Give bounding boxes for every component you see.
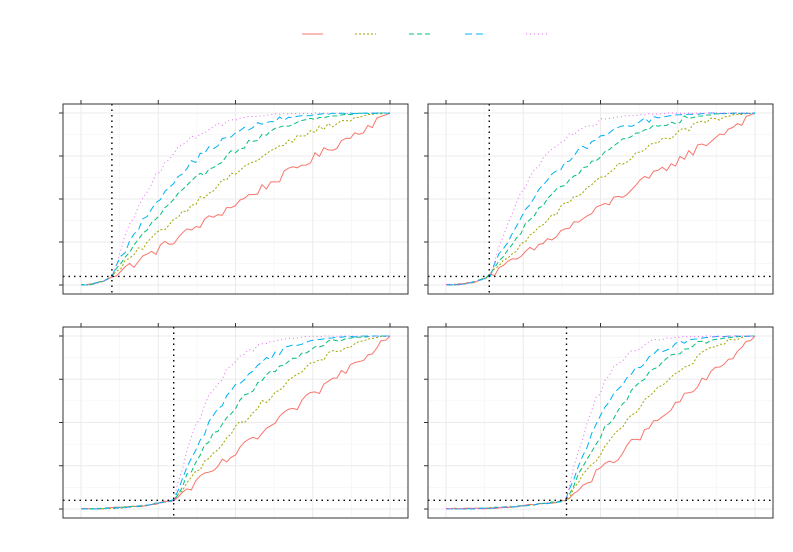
- series-line-3: [446, 112, 756, 286]
- series-line-2: [81, 112, 391, 286]
- series-line-3: [80, 112, 391, 286]
- panel-border: [427, 103, 774, 295]
- series-line-2: [446, 112, 756, 286]
- series-line-5: [80, 335, 391, 510]
- series-line-1: [445, 335, 756, 510]
- series-line-1: [80, 112, 391, 286]
- series-line-4: [80, 335, 390, 510]
- series-line-4: [80, 112, 391, 286]
- panel-bottom-left: [59, 323, 409, 519]
- series-line-4: [445, 112, 755, 286]
- panel-border: [62, 103, 409, 295]
- panel-bottom-right: [424, 323, 774, 519]
- series-line-2: [445, 335, 756, 510]
- panels: [59, 100, 774, 519]
- series-line-2: [81, 335, 391, 510]
- panel-border: [427, 326, 774, 519]
- series-line-3: [81, 335, 390, 510]
- series-line-4: [446, 335, 755, 510]
- panel-border: [62, 326, 409, 519]
- series-line-1: [445, 112, 756, 286]
- series-line-3: [446, 335, 755, 510]
- panel-top-right: [424, 100, 774, 295]
- panel-top-left: [59, 100, 409, 295]
